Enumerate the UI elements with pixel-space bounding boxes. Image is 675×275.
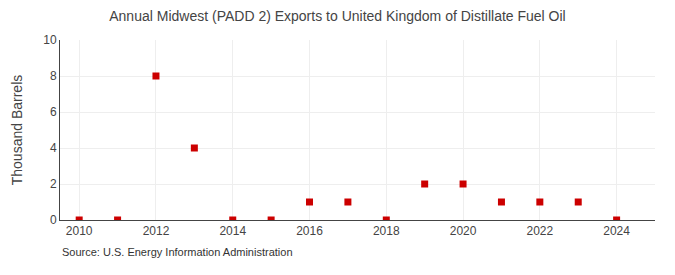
svg-text:8: 8 [50, 69, 57, 83]
svg-text:10: 10 [43, 33, 57, 47]
svg-text:2016: 2016 [296, 224, 323, 238]
svg-text:2018: 2018 [373, 224, 400, 238]
svg-text:2020: 2020 [450, 224, 477, 238]
svg-text:6: 6 [50, 105, 57, 119]
svg-text:2014: 2014 [219, 224, 246, 238]
svg-text:Annual Midwest (PADD 2) Export: Annual Midwest (PADD 2) Exports to Unite… [109, 8, 565, 24]
svg-text:2024: 2024 [603, 224, 630, 238]
svg-text:2010: 2010 [66, 224, 93, 238]
svg-text:Thousand Barrels: Thousand Barrels [9, 75, 25, 186]
svg-text:2022: 2022 [526, 224, 553, 238]
svg-text:Source: U.S. Energy Informatio: Source: U.S. Energy Information Administ… [62, 246, 293, 258]
svg-text:0: 0 [50, 213, 57, 227]
svg-text:4: 4 [50, 141, 57, 155]
svg-text:2012: 2012 [143, 224, 170, 238]
svg-text:2: 2 [50, 177, 57, 191]
